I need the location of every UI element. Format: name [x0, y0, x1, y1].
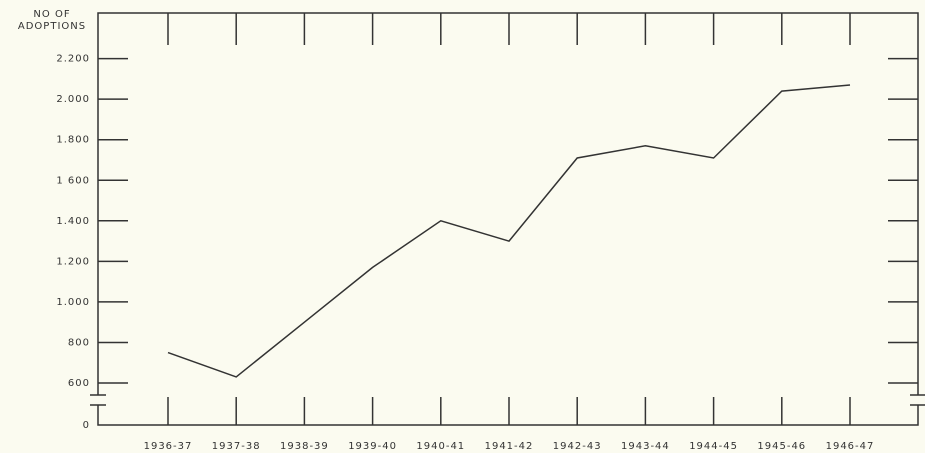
- x-tick-label: 1942-43: [553, 441, 602, 452]
- x-tick-label: 1943-44: [621, 441, 670, 452]
- y-tick-label: 2.000: [56, 94, 90, 105]
- x-tick-label: 1937-38: [212, 441, 261, 452]
- x-tick-label: 1945-46: [757, 441, 806, 452]
- x-tick-label: 1939-40: [348, 441, 397, 452]
- x-tick-label: 1946-47: [826, 441, 875, 452]
- x-tick-label: 1941-42: [485, 441, 534, 452]
- y-tick-label: 1.000: [56, 297, 90, 308]
- x-tick-label: 1944-45: [689, 441, 738, 452]
- y-tick-label: 1.200: [56, 256, 90, 267]
- x-tick-label: 1938-39: [280, 441, 329, 452]
- y-tick-label: 0: [83, 420, 90, 431]
- x-tick-label: 1940-41: [416, 441, 465, 452]
- y-tick-label: 2.200: [56, 54, 90, 65]
- frame: [97, 12, 919, 426]
- y-tick-label: 1.800: [56, 135, 90, 146]
- y-axis-label: NO OF: [33, 9, 70, 20]
- data-line: [167, 84, 851, 378]
- y-tick-label: 600: [68, 378, 90, 389]
- x-tick-label: 1936-37: [144, 441, 193, 452]
- y-axis-label: ADOPTIONS: [18, 21, 86, 32]
- y-tick-label: 1 600: [56, 175, 90, 186]
- y-tick-label: 800: [68, 337, 90, 348]
- y-tick-label: 1.400: [56, 216, 90, 227]
